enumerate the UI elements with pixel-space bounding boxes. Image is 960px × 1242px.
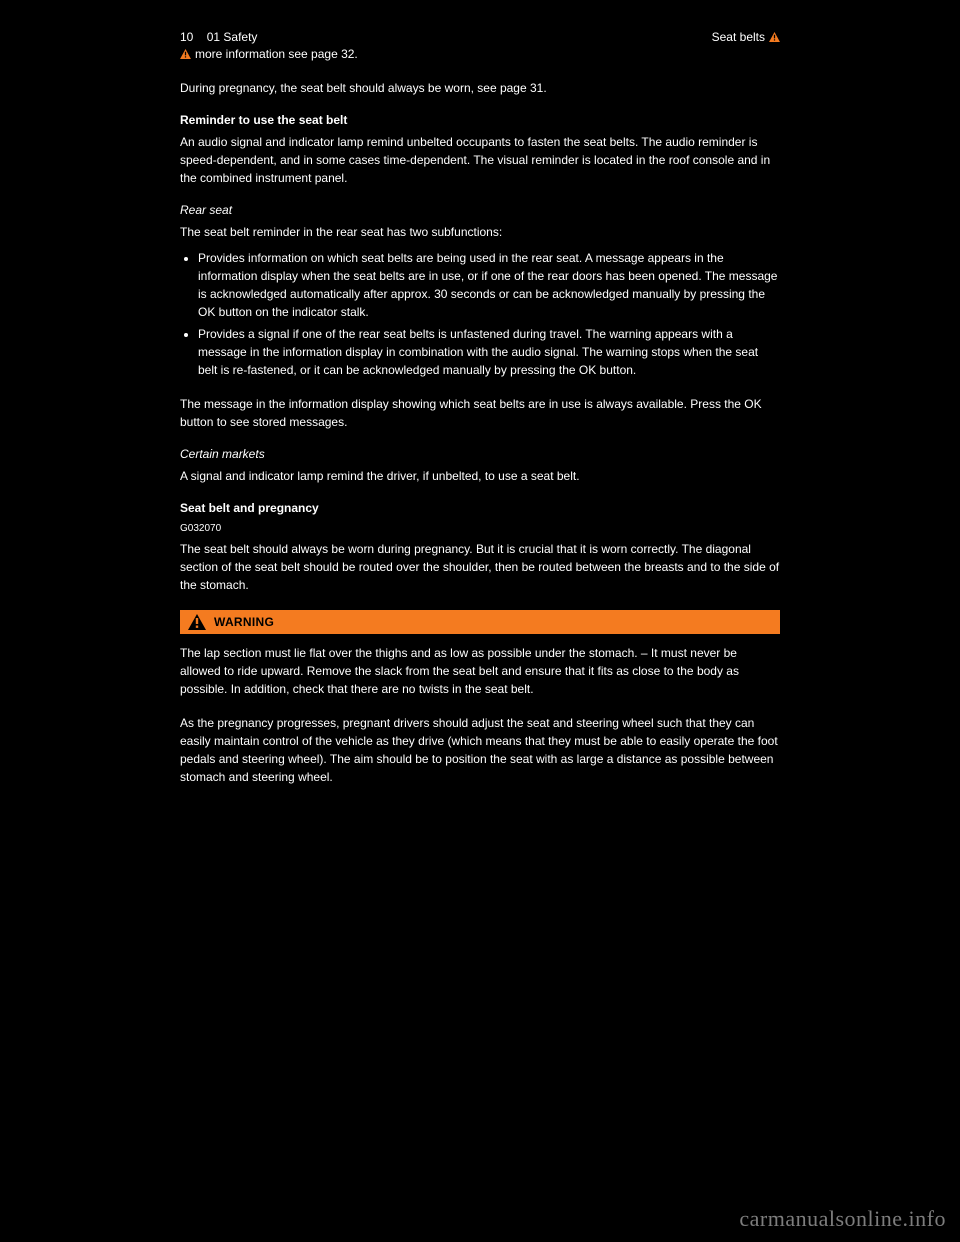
intro-paragraph: During pregnancy, the seat belt should a… xyxy=(180,79,780,97)
warning-icon xyxy=(769,32,780,42)
see-more-text: more information see page 32. xyxy=(195,47,358,61)
rear-seat-heading: Rear seat xyxy=(180,203,780,217)
reminder-heading: Reminder to use the seat belt xyxy=(180,113,780,127)
pregnancy-body: The seat belt should always be worn duri… xyxy=(180,540,780,594)
list-item: Provides a signal if one of the rear sea… xyxy=(198,325,780,379)
see-more-line: more information see page 32. xyxy=(180,47,780,61)
pregnancy-heading: Seat belt and pregnancy xyxy=(180,501,780,515)
markets-heading: Certain markets xyxy=(180,447,780,461)
warning-bar: WARNING xyxy=(180,610,780,634)
page-header: 10 01 Safety Seat belts xyxy=(180,30,780,44)
warning-item: As the pregnancy progresses, pregnant dr… xyxy=(180,714,780,786)
section-title: Seat belts xyxy=(712,30,765,44)
image-caption: G032070 xyxy=(180,521,780,536)
warning-icon xyxy=(180,49,191,59)
warning-label: WARNING xyxy=(214,615,274,629)
manual-page: 10 01 Safety Seat belts more informat xyxy=(180,30,780,802)
list-item: Provides information on which seat belts… xyxy=(198,249,780,321)
rear-seat-body2: The message in the information display s… xyxy=(180,395,780,431)
reminder-body: An audio signal and indicator lamp remin… xyxy=(180,133,780,187)
warning-item: The lap section must lie flat over the t… xyxy=(180,644,780,698)
markets-body: A signal and indicator lamp remind the d… xyxy=(180,467,780,485)
rear-seat-intro: The seat belt reminder in the rear seat … xyxy=(180,223,780,241)
watermark: carmanualsonline.info xyxy=(739,1206,946,1232)
warning-triangle-icon xyxy=(188,614,206,630)
breadcrumb: 01 Safety xyxy=(207,30,258,44)
rear-seat-bullets: Provides information on which seat belts… xyxy=(180,249,780,379)
page-number: 10 xyxy=(180,30,193,44)
